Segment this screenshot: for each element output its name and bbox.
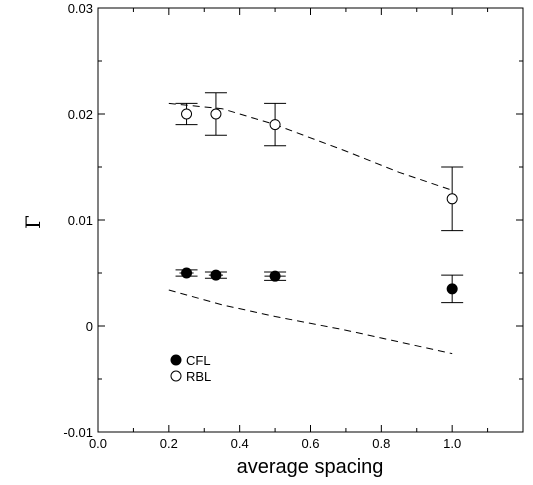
y-tick-label: -0.01: [63, 425, 93, 440]
x-tick-label: 0.4: [231, 436, 249, 451]
y-tick-label: 0: [86, 319, 93, 334]
plot-frame: [98, 8, 523, 432]
y-tick-label: 0.02: [68, 107, 93, 122]
data-markers: [182, 109, 458, 294]
cfl-point: [270, 271, 280, 281]
legend-rbl-marker: [171, 371, 181, 381]
cfl-point: [182, 268, 192, 278]
y-axis: -0.01 0 0.01 0.02 0.03: [63, 1, 523, 440]
model-curves: [169, 103, 452, 353]
y-axis-title: Γ: [21, 215, 45, 229]
legend-label: CFL: [186, 353, 211, 368]
x-tick-label: 0.6: [301, 436, 319, 451]
rbl-point: [270, 120, 280, 130]
dashed-curve: [169, 290, 452, 354]
x-tick-label: 1.0: [443, 436, 461, 451]
rbl-point: [182, 109, 192, 119]
cfl-point: [447, 284, 457, 294]
legend-cfl-marker: [171, 355, 181, 365]
x-axis: 0.0 0.2 0.4 0.6 0.8 1.0: [89, 8, 488, 451]
legend-label: RBL: [186, 369, 211, 384]
y-tick-label: 0.03: [68, 1, 93, 16]
rbl-point: [211, 109, 221, 119]
y-tick-label: 0.01: [68, 213, 93, 228]
x-tick-label: 0.8: [372, 436, 390, 451]
x-tick-label: 0.2: [160, 436, 178, 451]
rbl-point: [447, 194, 457, 204]
x-axis-title: average spacing: [237, 456, 384, 478]
cfl-point: [211, 270, 221, 280]
